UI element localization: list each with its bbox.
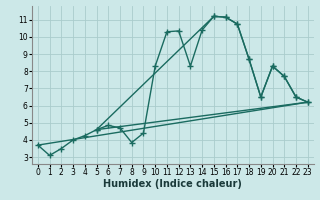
X-axis label: Humidex (Indice chaleur): Humidex (Indice chaleur) bbox=[103, 179, 242, 189]
